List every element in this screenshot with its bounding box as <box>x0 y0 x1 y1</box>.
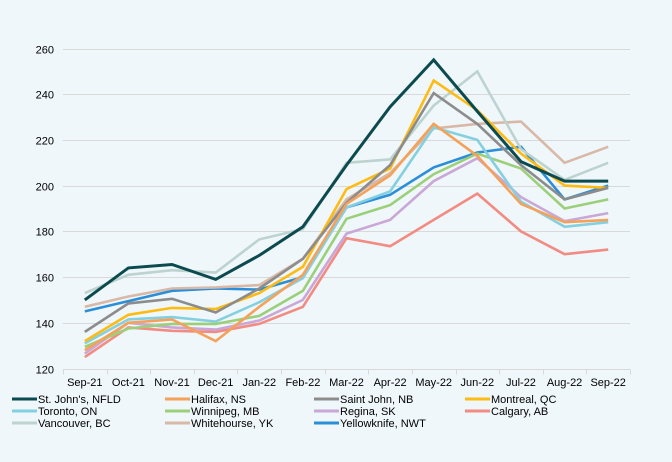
y-tick-label: 140 <box>36 319 54 331</box>
y-tick-label: 180 <box>36 227 54 239</box>
legend-item: St. John's, NFLD <box>12 394 121 406</box>
x-tick-label: Aug-22 <box>547 377 582 389</box>
legend-label: Saint John, NB <box>340 394 413 406</box>
y-tick-label: 200 <box>36 182 54 194</box>
x-tick-label: Feb-22 <box>285 377 320 389</box>
x-tick-label: May-22 <box>415 377 452 389</box>
x-tick-label: Oct-21 <box>112 377 145 389</box>
legend-item: Montreal, QC <box>465 394 556 406</box>
legend-label: Toronto, ON <box>38 406 97 418</box>
x-tick-label: Sep-22 <box>590 377 625 389</box>
y-tick-label: 160 <box>36 273 54 285</box>
series-line-halifax-ns <box>84 122 609 352</box>
x-tick-label: Jan-22 <box>242 377 276 389</box>
x-tick-label: Dec-21 <box>198 377 233 389</box>
x-tick-label: Sep-21 <box>67 377 102 389</box>
x-tick-label: Nov-21 <box>154 377 189 389</box>
gridlines <box>63 49 630 324</box>
series-line-montreal-qc <box>84 78 609 343</box>
legend-item: Toronto, ON <box>12 406 97 418</box>
legend-item: Regina, SK <box>314 406 396 418</box>
x-tick-label: Mar-22 <box>329 377 364 389</box>
legend-label: Halifax, NS <box>191 394 246 406</box>
legend-label: Regina, SK <box>340 406 396 418</box>
legend-label: Winnipeg, MB <box>191 406 259 418</box>
series-line-st-john-s-nfld <box>83 57 609 302</box>
series-line-toronto-on <box>84 125 609 345</box>
series-lines <box>83 57 609 359</box>
x-tick-label: Jul-22 <box>506 377 536 389</box>
legend-item: Calgary, AB <box>465 406 548 418</box>
series-line-winnipeg-mb <box>84 152 609 348</box>
series-line-regina-sk <box>84 156 609 355</box>
legend-item: Winnipeg, MB <box>165 406 259 418</box>
legend-label: St. John's, NFLD <box>38 394 121 406</box>
series-line-vancouver-bc <box>84 69 609 295</box>
legend-label: Montreal, QC <box>491 394 556 406</box>
series-line-whitehourse-yk <box>84 120 609 309</box>
y-tick-label: 220 <box>36 136 54 148</box>
legend-item: Saint John, NB <box>314 394 413 406</box>
series-line-calgary-ab <box>84 191 609 359</box>
legend-item: Yellowknife, NWT <box>314 418 426 430</box>
y-tick-label: 240 <box>36 90 54 102</box>
x-tick-label: Apr-22 <box>374 377 407 389</box>
y-tick-label: 260 <box>36 45 54 57</box>
y-tick-label: 120 <box>36 365 54 377</box>
x-axis: Sep-21 Oct-21 Nov-21 Dec-21 Jan-22 Feb-22 Mar-… <box>63 369 631 389</box>
legend-item: Vancouver, BC <box>12 418 111 430</box>
legend-item: Whitehourse, YK <box>165 418 274 430</box>
legend-label: Whitehourse, YK <box>191 418 274 430</box>
legend-label: Vancouver, BC <box>38 418 111 430</box>
legend-label: Yellowknife, NWT <box>340 418 426 430</box>
legend-item: Halifax, NS <box>165 394 246 406</box>
x-tick-label: Jun-22 <box>461 377 495 389</box>
y-axis: 120 140 160 180 200 220 240 260 <box>36 45 54 377</box>
legend-label: Calgary, AB <box>491 406 548 418</box>
legend: St. John's, NFLD Halifax, NS Saint John, N… <box>12 394 556 430</box>
